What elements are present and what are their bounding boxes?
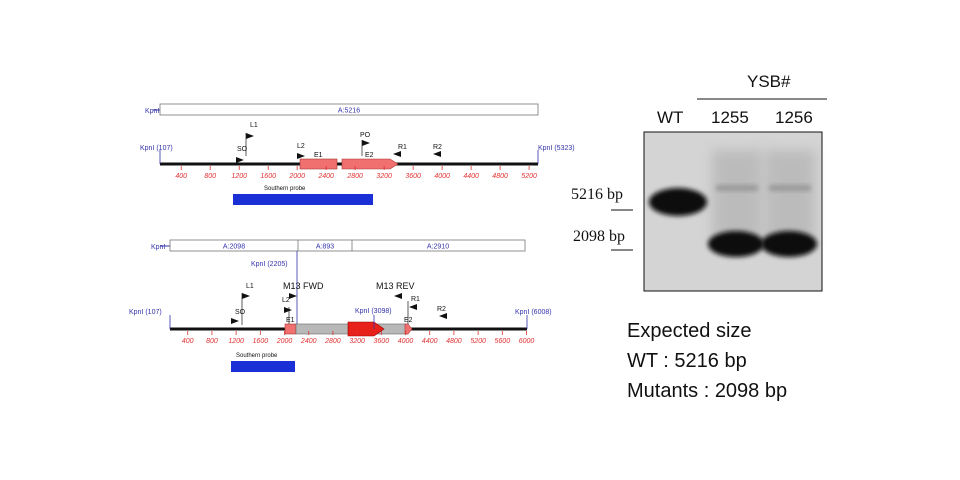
- tick-label: 5200: [521, 173, 537, 180]
- lane-1256-label: 1256: [775, 108, 813, 127]
- band-1255-2098: [708, 231, 764, 257]
- wt-ticks: 400 800 1200 1600 2000 2400 2800 3200 3600 4000 44…: [175, 166, 537, 180]
- tick-label: 4400: [422, 338, 438, 345]
- wt-bar-label: KpnI: [145, 108, 159, 115]
- wt-feature-R2: R2: [433, 144, 442, 157]
- svg-text:R1: R1: [398, 144, 407, 151]
- svg-text:L2: L2: [282, 297, 290, 304]
- lane-wt-label: WT: [657, 108, 684, 127]
- tick-label: 800: [206, 338, 218, 345]
- mut-probe-label: Southern probe: [236, 353, 278, 359]
- svg-text:L1: L1: [250, 122, 258, 129]
- wt-site-right: KpnI (5323): [538, 145, 575, 152]
- mut-segment-bar: [169, 239, 526, 252]
- tick-label: 3600: [374, 338, 390, 345]
- tick-label: 4800: [446, 338, 462, 345]
- wt-feature-R1: R1: [393, 144, 407, 157]
- mut-southern-probe: [231, 361, 295, 372]
- mut-site-2205: KpnI (2205): [251, 261, 288, 268]
- band-wt-5216: [649, 188, 707, 216]
- wt-segment-label: A:5216: [338, 108, 360, 115]
- svg-text:M13 FWD: M13 FWD: [283, 281, 324, 291]
- wt-exon-E1-label: E1: [314, 152, 323, 159]
- mut-exon-E2-label: E2: [404, 317, 413, 324]
- wt-segment-bar: [159, 103, 539, 116]
- svg-text:SO: SO: [235, 309, 246, 316]
- mut-site-3098: KpnI (3098): [355, 308, 392, 315]
- tick-label: 4000: [398, 338, 414, 345]
- mut-feature-R1: R1: [407, 296, 420, 325]
- svg-text:R1: R1: [411, 296, 420, 303]
- svg-text:L2: L2: [297, 143, 305, 150]
- expected-wt: WT : 5216 bp: [627, 350, 747, 372]
- wt-feature-L1: L1: [245, 122, 258, 156]
- tick-label: 400: [175, 173, 187, 180]
- mut-segment-3: A:2910: [427, 244, 449, 251]
- wt-feature-SO: SO: [236, 146, 248, 163]
- tick-label: 1200: [231, 173, 247, 180]
- tick-label: 400: [182, 338, 194, 345]
- tick-label: 3200: [376, 173, 392, 180]
- tick-label: 2400: [300, 338, 317, 345]
- mut-feature-M13-fwd: M13 FWD: [283, 281, 324, 299]
- mut-exon-E2: [404, 323, 413, 335]
- tick-label: 2400: [317, 173, 334, 180]
- wt-probe-label: Southern probe: [264, 186, 306, 192]
- wt-southern-probe: [233, 194, 373, 205]
- wt-exon-E1: [299, 158, 338, 170]
- svg-text:R2: R2: [433, 144, 442, 151]
- mut-exon-E1-label: E1: [286, 317, 295, 324]
- size-2098-label: 2098 bp: [573, 228, 625, 245]
- mut-feature-M13-rev: M13 REV: [376, 281, 415, 299]
- mut-segment-2: A:893: [316, 244, 334, 251]
- band-1256-2098: [761, 231, 817, 257]
- mut-segment-1: A:2098: [223, 244, 245, 251]
- tick-label: 2800: [346, 173, 363, 180]
- tick-label: 1600: [253, 338, 269, 345]
- mut-site-left: KpnI (107): [129, 309, 162, 316]
- svg-text:SO: SO: [237, 146, 248, 153]
- svg-text:M13 REV: M13 REV: [376, 281, 415, 291]
- tick-label: 1200: [228, 338, 244, 345]
- tick-label: 800: [204, 173, 216, 180]
- mut-feature-R2: R2: [437, 306, 447, 319]
- tick-label: 1600: [260, 173, 276, 180]
- tick-label: 5600: [495, 338, 511, 345]
- tick-label: 4800: [492, 173, 508, 180]
- mut-feature-SO: SO: [231, 309, 246, 324]
- wt-site-left: KpnI (107): [140, 145, 173, 152]
- mut-exon-E1: [284, 323, 297, 335]
- tick-label: 4400: [463, 173, 479, 180]
- tick-label: 5200: [470, 338, 486, 345]
- tick-label: 2000: [288, 173, 305, 180]
- svg-text:L1: L1: [246, 283, 254, 290]
- tick-label: 3600: [405, 173, 421, 180]
- mutant-map: KpnI A:2098 A:893 A:2910 KpnI (2205) L1 …: [129, 239, 552, 372]
- mut-feature-L1: L1: [241, 283, 254, 325]
- wt-map: KpnI A:5216 L1 SO L2 PO R1 R2: [140, 103, 575, 205]
- mut-ticks: 400 800 1200 1600 2000 2400 2800 3200 3600 4000 44…: [182, 331, 535, 345]
- wt-exon-E2-label: E2: [365, 152, 374, 159]
- southern-blot: [611, 98, 827, 292]
- wt-feature-L2: L2: [297, 143, 305, 159]
- tick-label: 6000: [519, 338, 535, 345]
- size-5216-label: 5216 bp: [571, 186, 623, 203]
- svg-text:PO: PO: [360, 132, 371, 139]
- lane-1255-label: 1255: [711, 108, 749, 127]
- mut-site-right: KpnI (6008): [515, 309, 552, 316]
- tick-label: 4000: [434, 173, 450, 180]
- wt-exon-E2: [341, 158, 399, 170]
- expected-title: Expected size: [627, 320, 752, 342]
- wt-feature-PO: PO: [360, 132, 371, 156]
- expected-mutants: Mutants : 2098 bp: [627, 380, 788, 402]
- expected-size-box: Expected size WT : 5216 bp Mutants : 209…: [627, 316, 787, 406]
- tick-label: 3200: [349, 338, 365, 345]
- svg-text:R2: R2: [437, 306, 446, 313]
- mut-bar-label: KpnI: [151, 244, 165, 251]
- tick-label: 2800: [324, 338, 341, 345]
- mut-feature-L2: L2: [282, 297, 292, 324]
- ysb-label: YSB#: [747, 72, 791, 91]
- tick-label: 2000: [276, 338, 293, 345]
